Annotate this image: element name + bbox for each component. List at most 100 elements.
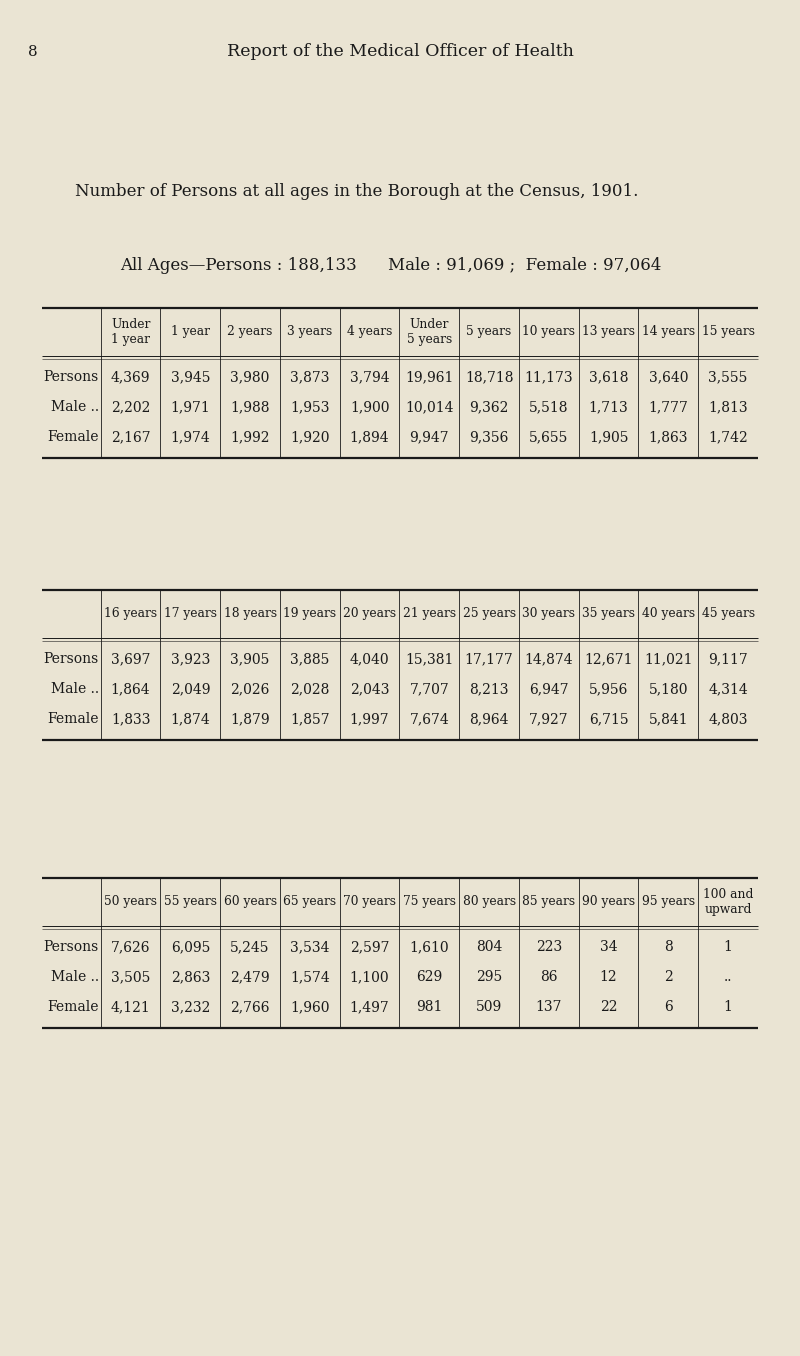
Text: ..: ..: [724, 970, 732, 984]
Text: 15,381: 15,381: [405, 652, 454, 666]
Text: 30 years: 30 years: [522, 607, 575, 621]
Text: 34: 34: [600, 940, 618, 955]
Text: Male : 91,069 ;  Female : 97,064: Male : 91,069 ; Female : 97,064: [388, 256, 662, 274]
Text: 1,953: 1,953: [290, 400, 330, 414]
Text: 5,245: 5,245: [230, 940, 270, 955]
Text: 1,574: 1,574: [290, 970, 330, 984]
Text: 2,202: 2,202: [111, 400, 150, 414]
Text: 3 years: 3 years: [287, 325, 333, 339]
Text: 3,885: 3,885: [290, 652, 330, 666]
Text: 3,534: 3,534: [290, 940, 330, 955]
Text: 3,794: 3,794: [350, 370, 390, 384]
Text: 5,956: 5,956: [589, 682, 628, 696]
Text: Persons: Persons: [43, 652, 98, 666]
Text: 3,505: 3,505: [111, 970, 150, 984]
Text: 80 years: 80 years: [462, 895, 516, 909]
Text: 9,117: 9,117: [708, 652, 748, 666]
Text: 2,167: 2,167: [110, 430, 150, 443]
Text: 3,923: 3,923: [170, 652, 210, 666]
Text: 1,988: 1,988: [230, 400, 270, 414]
Text: 1,960: 1,960: [290, 999, 330, 1014]
Text: 5,841: 5,841: [649, 712, 688, 725]
Text: 7,674: 7,674: [410, 712, 450, 725]
Text: 4,314: 4,314: [708, 682, 748, 696]
Text: 1,864: 1,864: [110, 682, 150, 696]
Text: 3,905: 3,905: [230, 652, 270, 666]
Text: 1,857: 1,857: [290, 712, 330, 725]
Text: 9,362: 9,362: [470, 400, 509, 414]
Text: 3,945: 3,945: [170, 370, 210, 384]
Text: 2 years: 2 years: [227, 325, 273, 339]
Text: Male ..: Male ..: [50, 400, 98, 414]
Text: 5,518: 5,518: [529, 400, 569, 414]
Text: 75 years: 75 years: [403, 895, 456, 909]
Text: 509: 509: [476, 999, 502, 1014]
Text: 50 years: 50 years: [104, 895, 157, 909]
Text: All Ages—Persons : 188,133: All Ages—Persons : 188,133: [120, 256, 357, 274]
Text: 1,742: 1,742: [708, 430, 748, 443]
Text: 3,873: 3,873: [290, 370, 330, 384]
Text: 9,356: 9,356: [470, 430, 509, 443]
Text: 2,028: 2,028: [290, 682, 330, 696]
Text: 13 years: 13 years: [582, 325, 635, 339]
Text: Male ..: Male ..: [50, 970, 98, 984]
Text: 629: 629: [416, 970, 442, 984]
Text: 6,715: 6,715: [589, 712, 629, 725]
Text: 6,947: 6,947: [529, 682, 569, 696]
Text: 19,961: 19,961: [405, 370, 454, 384]
Text: 12: 12: [600, 970, 618, 984]
Text: 4,040: 4,040: [350, 652, 390, 666]
Text: 3,232: 3,232: [170, 999, 210, 1014]
Text: 7,927: 7,927: [529, 712, 569, 725]
Text: Persons: Persons: [43, 940, 98, 955]
Text: Male ..: Male ..: [50, 682, 98, 696]
Text: 1,905: 1,905: [589, 430, 628, 443]
Text: 1,610: 1,610: [410, 940, 449, 955]
Text: 3,640: 3,640: [649, 370, 688, 384]
Text: Persons: Persons: [43, 370, 98, 384]
Text: 12,671: 12,671: [584, 652, 633, 666]
Text: 1,497: 1,497: [350, 999, 390, 1014]
Text: 18 years: 18 years: [223, 607, 277, 621]
Text: 1,863: 1,863: [649, 430, 688, 443]
Text: 6,095: 6,095: [170, 940, 210, 955]
Text: 11,173: 11,173: [525, 370, 573, 384]
Text: Female: Female: [47, 999, 98, 1014]
Text: 9,947: 9,947: [410, 430, 449, 443]
Text: Number of Persons at all ages in the Borough at the Census, 1901.: Number of Persons at all ages in the Bor…: [75, 183, 638, 201]
Text: 8: 8: [28, 45, 38, 60]
Text: 6: 6: [664, 999, 673, 1014]
Text: 4 years: 4 years: [347, 325, 392, 339]
Text: 10 years: 10 years: [522, 325, 575, 339]
Text: 85 years: 85 years: [522, 895, 575, 909]
Text: 11,021: 11,021: [644, 652, 693, 666]
Text: 60 years: 60 years: [223, 895, 277, 909]
Text: Under
1 year: Under 1 year: [111, 317, 150, 347]
Text: 1,992: 1,992: [230, 430, 270, 443]
Text: 3,618: 3,618: [589, 370, 628, 384]
Text: 22: 22: [600, 999, 618, 1014]
Text: 1,833: 1,833: [111, 712, 150, 725]
Text: 86: 86: [540, 970, 558, 984]
Text: 4,803: 4,803: [708, 712, 748, 725]
Text: 2,479: 2,479: [230, 970, 270, 984]
Text: 8: 8: [664, 940, 673, 955]
Text: 7,626: 7,626: [111, 940, 150, 955]
Text: 19 years: 19 years: [283, 607, 337, 621]
Text: Report of the Medical Officer of Health: Report of the Medical Officer of Health: [226, 43, 574, 61]
Text: 295: 295: [476, 970, 502, 984]
Text: 1,920: 1,920: [290, 430, 330, 443]
Text: Female: Female: [47, 430, 98, 443]
Text: 1 year: 1 year: [171, 325, 210, 339]
Text: 3,980: 3,980: [230, 370, 270, 384]
Text: 16 years: 16 years: [104, 607, 157, 621]
Text: 981: 981: [416, 999, 442, 1014]
Text: 5 years: 5 years: [466, 325, 512, 339]
Text: 3,555: 3,555: [709, 370, 748, 384]
Text: 1: 1: [724, 940, 733, 955]
Text: 2,026: 2,026: [230, 682, 270, 696]
Text: 1,974: 1,974: [170, 430, 210, 443]
Text: 1,100: 1,100: [350, 970, 390, 984]
Text: 1,894: 1,894: [350, 430, 390, 443]
Text: 35 years: 35 years: [582, 607, 635, 621]
